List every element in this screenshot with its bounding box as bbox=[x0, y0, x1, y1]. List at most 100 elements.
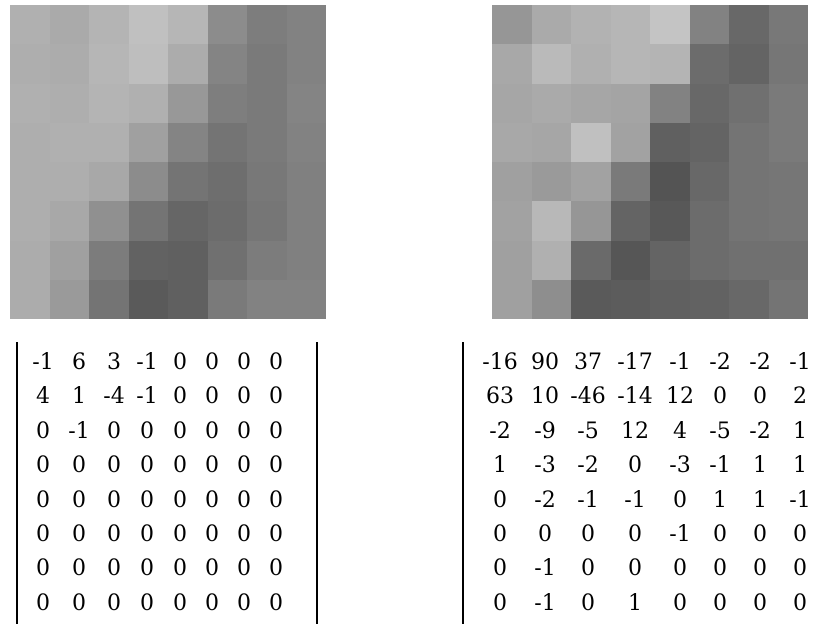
matrix-cell: 0 bbox=[107, 590, 121, 616]
left-pixel bbox=[49, 201, 89, 241]
left-pixel bbox=[286, 83, 326, 123]
matrix-cell: 0 bbox=[493, 556, 507, 582]
matrix-cell: 0 bbox=[107, 487, 121, 513]
left-pixel bbox=[10, 122, 50, 162]
matrix-cell: -14 bbox=[617, 384, 653, 410]
left-pixel bbox=[286, 162, 326, 202]
matrix-cell: 0 bbox=[173, 590, 187, 616]
right-pixel bbox=[531, 240, 571, 280]
matrix-cell: 0 bbox=[107, 522, 121, 547]
right-pixel bbox=[492, 201, 532, 241]
left-pixel bbox=[49, 240, 89, 280]
matrix-cell: -1 bbox=[577, 487, 599, 513]
left-pixel bbox=[49, 279, 89, 319]
matrix-cell: 0 bbox=[581, 590, 595, 616]
matrix-cell: -9 bbox=[534, 418, 556, 444]
matrix-cell: 1 bbox=[713, 487, 727, 513]
left-pixel bbox=[207, 279, 247, 319]
matrix-cell: 0 bbox=[36, 556, 50, 582]
right-matrix-left-bar bbox=[462, 342, 464, 624]
matrix-cell: 0 bbox=[269, 418, 283, 444]
right-pixel bbox=[768, 44, 808, 84]
left-pixel bbox=[168, 279, 208, 319]
left-pixel bbox=[89, 122, 129, 162]
left-pixel bbox=[89, 201, 129, 241]
left-pixel bbox=[128, 162, 168, 202]
matrix-cell: 1 bbox=[753, 453, 767, 479]
right-pixel bbox=[571, 162, 611, 202]
matrix-row: -16 90 37 -17 -1 -2 -2 -1 bbox=[476, 346, 820, 380]
matrix-cell: 0 bbox=[36, 418, 50, 444]
right-pixel bbox=[729, 83, 769, 123]
matrix-cell: 37 bbox=[574, 350, 602, 375]
matrix-row: 1 -3 -2 0 -3 -1 1 1 bbox=[476, 449, 820, 483]
left-pixel bbox=[207, 83, 247, 123]
matrix-cell: 0 bbox=[673, 487, 687, 513]
matrix-cell: 0 bbox=[269, 487, 283, 513]
right-pixel bbox=[689, 5, 729, 45]
matrix-cell: 4 bbox=[673, 418, 687, 444]
matrix-cell: 0 bbox=[205, 487, 219, 513]
matrix-cell: 1 bbox=[72, 384, 86, 410]
matrix-cell: -1 bbox=[534, 556, 556, 582]
right-pixel bbox=[768, 201, 808, 241]
matrix-cell: 0 bbox=[237, 556, 251, 582]
left-pixel bbox=[286, 5, 326, 45]
left-matrix-right-bar bbox=[316, 342, 318, 624]
right-pixel bbox=[610, 122, 650, 162]
matrix-cell: 0 bbox=[269, 556, 283, 582]
right-pixel bbox=[768, 162, 808, 202]
matrix-cell: 0 bbox=[793, 590, 807, 616]
matrix-cell: -3 bbox=[534, 453, 556, 479]
matrix-cell: 12 bbox=[621, 418, 649, 444]
matrix-cell: 0 bbox=[107, 556, 121, 582]
right-pixel bbox=[689, 162, 729, 202]
matrix-cell: -46 bbox=[570, 384, 606, 410]
matrix-cell: 0 bbox=[140, 418, 154, 444]
matrix-cell: -1 bbox=[534, 590, 556, 616]
matrix-cell: 2 bbox=[793, 384, 807, 410]
right-pixel bbox=[650, 201, 690, 241]
matrix-cell: 0 bbox=[753, 384, 767, 410]
matrix-cell: 0 bbox=[140, 556, 154, 582]
matrix-cell: -1 bbox=[789, 350, 811, 375]
matrix-cell: -1 bbox=[709, 453, 731, 479]
matrix-cell: 1 bbox=[493, 453, 507, 479]
left-pixel bbox=[128, 5, 168, 45]
matrix-row: 63 10 -46 -14 12 0 0 2 bbox=[476, 380, 820, 414]
matrix-cell: -5 bbox=[709, 418, 731, 444]
left-pixel bbox=[128, 279, 168, 319]
right-pixel bbox=[729, 5, 769, 45]
matrix-cell: 0 bbox=[713, 384, 727, 410]
matrix-cell: 0 bbox=[173, 418, 187, 444]
right-pixel bbox=[610, 162, 650, 202]
right-pixel bbox=[531, 162, 571, 202]
right-pixel bbox=[610, 279, 650, 319]
matrix-cell: 0 bbox=[205, 522, 219, 547]
left-pixel bbox=[247, 240, 287, 280]
matrix-cell: 0 bbox=[493, 522, 507, 547]
right-pixel bbox=[729, 201, 769, 241]
matrix-cell: 0 bbox=[140, 487, 154, 513]
matrix-row: 0 -1 0 0 0 0 0 0 bbox=[476, 552, 820, 586]
left-pixel bbox=[10, 240, 50, 280]
matrix-cell: 0 bbox=[72, 453, 86, 479]
left-pixel bbox=[168, 44, 208, 84]
matrix-cell: 0 bbox=[107, 453, 121, 479]
matrix-cell: 0 bbox=[628, 556, 642, 582]
matrix-cell: 0 bbox=[140, 453, 154, 479]
right-pixel bbox=[492, 122, 532, 162]
matrix-cell: 0 bbox=[205, 418, 219, 444]
left-pixel bbox=[128, 201, 168, 241]
right-pixel bbox=[571, 83, 611, 123]
left-pixel bbox=[286, 201, 326, 241]
right-pixel bbox=[571, 5, 611, 45]
right-pixel bbox=[531, 201, 571, 241]
matrix-cell: -1 bbox=[68, 418, 90, 444]
left-pixel bbox=[168, 162, 208, 202]
matrix-row: 0 -1 0 0 0 0 0 0 bbox=[26, 415, 292, 449]
matrix-row: -2 -9 -5 12 4 -5 -2 1 bbox=[476, 415, 820, 449]
matrix-cell: -4 bbox=[103, 384, 125, 410]
matrix-cell: -1 bbox=[32, 350, 54, 375]
